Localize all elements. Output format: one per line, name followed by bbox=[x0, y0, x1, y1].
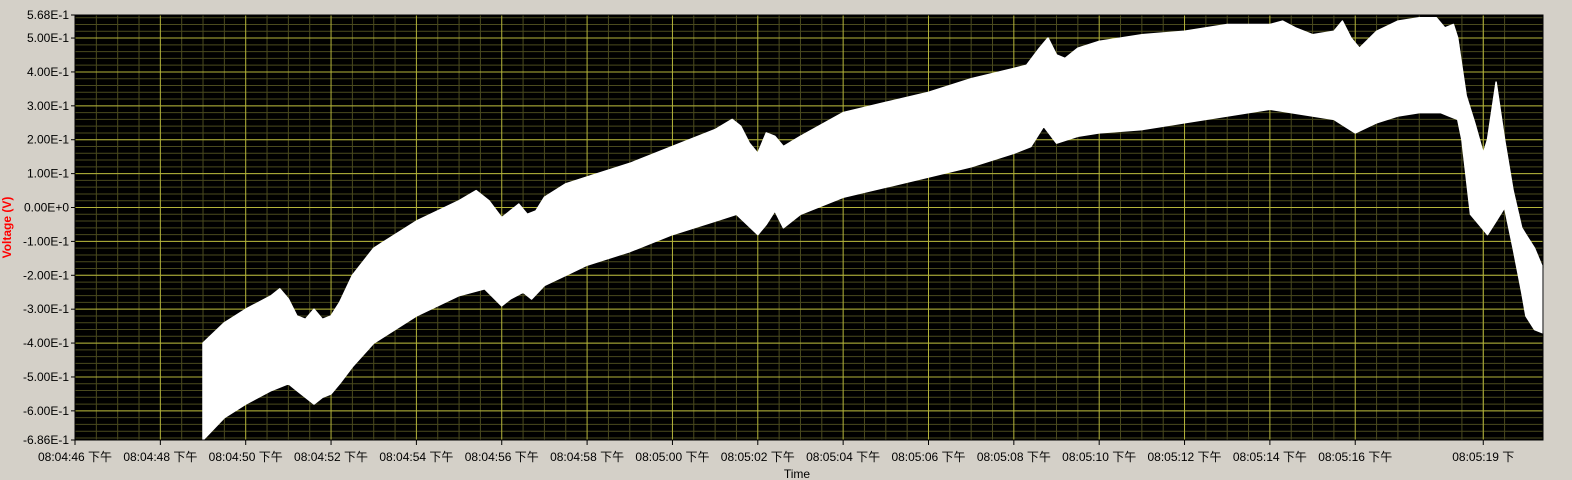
x-tick-label: 08:04:56 下午 bbox=[465, 450, 539, 464]
y-axis-label: Voltage (V) bbox=[0, 197, 14, 259]
y-tick-label: -2.00E-1 bbox=[23, 268, 69, 282]
x-axis-label: Time bbox=[784, 467, 811, 480]
x-tick-label: 08:04:50 下午 bbox=[209, 450, 283, 464]
y-tick-label: 5.00E-1 bbox=[27, 31, 69, 45]
x-tick-label: 08:05:14 下午 bbox=[1233, 450, 1307, 464]
y-tick-label: -6.86E-1 bbox=[23, 433, 69, 447]
y-tick-label: 3.00E-1 bbox=[27, 99, 69, 113]
x-tick-label: 08:05:19 下 bbox=[1452, 450, 1514, 464]
x-tick-label: 08:04:46 下午 bbox=[38, 450, 112, 464]
y-axis-ticks: 5.68E-1 5.00E-1 4.00E-1 3.00E-1 2.00E-1 1.00E… bbox=[23, 8, 75, 447]
y-tick-label: -4.00E-1 bbox=[23, 336, 69, 350]
y-tick-label: -1.00E-1 bbox=[23, 234, 69, 248]
x-tick-label: 08:04:54 下午 bbox=[379, 450, 453, 464]
y-tick-label: -5.00E-1 bbox=[23, 370, 69, 384]
plot-frame bbox=[74, 14, 1544, 441]
y-tick-label: -6.00E-1 bbox=[23, 404, 69, 418]
x-tick-label: 08:05:04 下午 bbox=[806, 450, 880, 464]
y-tick-label: 4.00E-1 bbox=[27, 65, 69, 79]
x-tick-label: 08:05:12 下午 bbox=[1148, 450, 1222, 464]
x-tick-label: 08:04:52 下午 bbox=[294, 450, 368, 464]
x-tick-label: 08:04:58 下午 bbox=[550, 450, 624, 464]
x-tick-label: 08:05:10 下午 bbox=[1062, 450, 1136, 464]
y-tick-label: 5.68E-1 bbox=[27, 8, 69, 22]
y-tick-label: -3.00E-1 bbox=[23, 302, 69, 316]
x-tick-label: 08:05:06 下午 bbox=[891, 450, 965, 464]
y-tick-label: 1.00E-1 bbox=[27, 167, 69, 181]
x-tick-label: 08:05:00 下午 bbox=[635, 450, 709, 464]
voltage-trace bbox=[202, 16, 1544, 441]
y-tick-label: 2.00E-1 bbox=[27, 133, 69, 147]
x-axis-ticks: 08:04:46 下午 08:04:48 下午 08:04:50 下午 08:04:5… bbox=[38, 440, 1514, 464]
x-tick-label: 08:05:16 下午 bbox=[1318, 450, 1392, 464]
x-tick-label: 08:04:48 下午 bbox=[123, 450, 197, 464]
x-tick-label: 08:05:08 下午 bbox=[977, 450, 1051, 464]
x-tick-label: 08:05:02 下午 bbox=[721, 450, 795, 464]
y-tick-label: 0.00E+0 bbox=[24, 201, 69, 215]
